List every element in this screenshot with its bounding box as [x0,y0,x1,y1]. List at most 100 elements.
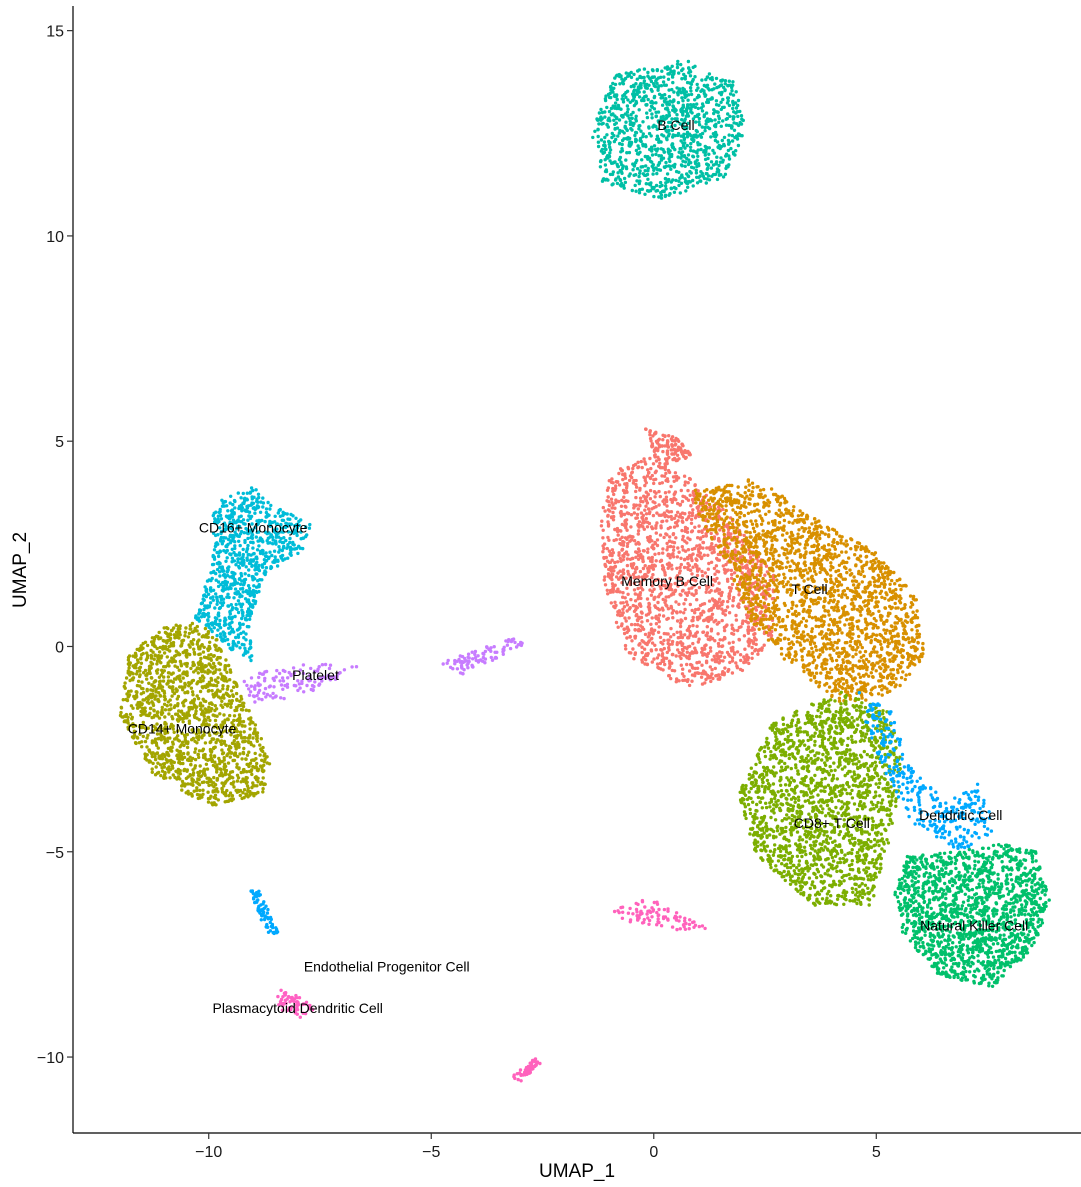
data-point [676,546,680,550]
data-point [687,669,692,673]
data-point [875,650,879,654]
data-point [688,602,692,607]
data-point [836,588,840,593]
data-point [642,81,646,85]
data-point [714,486,718,490]
data-point [913,648,918,652]
data-point [834,679,838,683]
data-point [909,601,914,605]
data-point [918,654,922,659]
data-point [753,649,757,653]
data-point [709,627,714,631]
data-point [639,499,643,504]
data-point [691,178,695,183]
data-point [707,561,711,566]
data-point [663,165,667,170]
data-point [848,588,852,593]
data-point [655,538,660,542]
data-point [629,513,634,517]
data-point [795,640,799,644]
data-point [688,70,693,74]
data-point [723,613,727,617]
data-point [688,86,693,90]
data-point [680,164,684,168]
data-point [600,519,604,523]
data-point [685,181,690,186]
data-point [675,611,679,615]
data-point [741,118,745,123]
data-point [707,590,712,594]
data-point [877,609,881,613]
data-point [676,501,680,506]
data-point [883,596,887,601]
data-point [659,117,663,121]
data-point [600,179,605,183]
data-point [814,531,818,536]
data-point [889,672,893,676]
data-point [735,628,740,633]
data-point [593,129,597,133]
data-point [691,154,695,158]
data-point [686,153,691,157]
data-point [614,589,619,594]
data-point [848,568,852,572]
data-point [634,137,638,141]
data-point [614,484,618,488]
data-point [832,622,837,627]
data-point [750,656,754,660]
data-point [668,71,672,76]
data-point [678,512,683,517]
data-point [843,593,848,597]
data-point [848,635,852,639]
data-point [727,154,731,158]
data-point [739,122,744,126]
data-point [606,156,610,160]
data-point [683,633,687,637]
data-point [618,537,622,541]
data-point [664,187,668,191]
data-point [700,131,705,136]
data-point [613,127,617,131]
data-point [665,548,669,552]
data-point [889,682,893,687]
data-point [752,632,756,637]
data-point [706,651,710,656]
data-point [721,507,725,512]
data-point [719,488,723,492]
data-point [607,139,611,144]
data-point [611,518,616,522]
data-point [598,165,603,169]
data-point [631,168,635,172]
data-point [800,598,804,602]
data-point [716,499,721,503]
data-point [841,686,845,690]
data-point [664,471,668,475]
data-point [702,602,707,606]
data-point [815,544,820,548]
data-point [675,524,679,528]
data-point [637,174,641,179]
data-point [789,646,794,650]
data-point [651,172,655,176]
data-point [732,652,737,656]
data-point [634,131,639,135]
data-point [828,568,833,572]
data-point [610,506,614,510]
data-point [685,662,689,667]
data-point [871,632,875,636]
data-point [660,474,664,478]
data-point [787,655,791,660]
data-point [722,547,727,551]
data-point [637,108,641,112]
data-point [737,588,742,592]
data-point [848,644,852,648]
data-point [866,608,870,612]
data-point [700,530,704,534]
data-point [748,568,752,572]
data-point [705,117,710,121]
data-point [620,97,624,101]
data-point [845,570,849,575]
data-point [727,559,732,563]
data-point [718,638,722,642]
data-point [603,98,608,103]
